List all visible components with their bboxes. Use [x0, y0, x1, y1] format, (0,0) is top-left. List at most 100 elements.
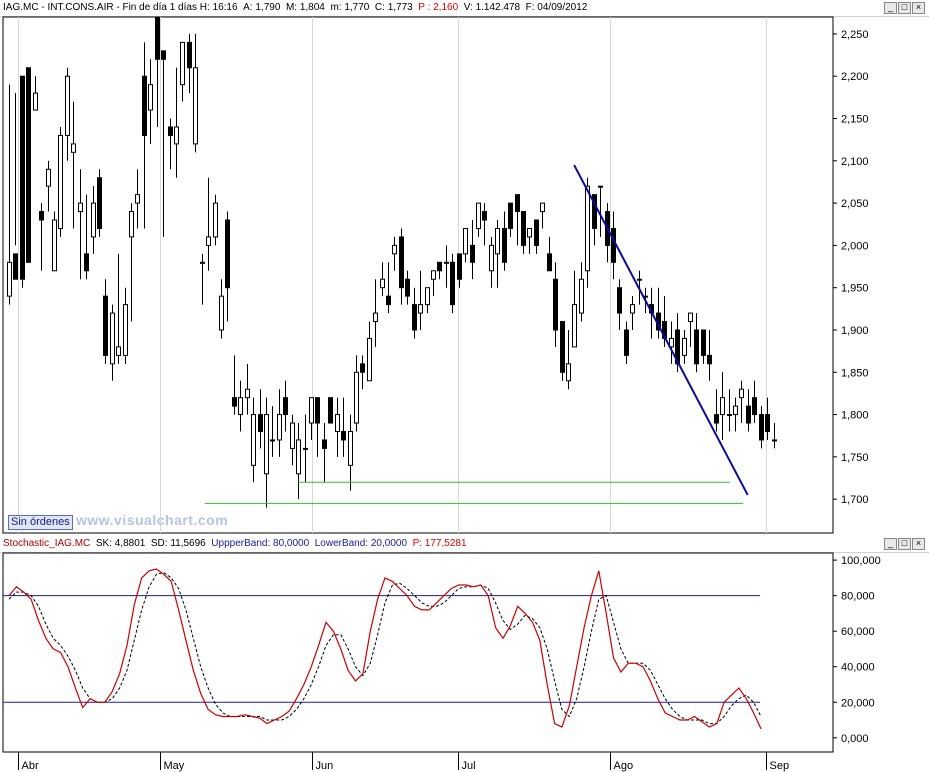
- m-value: M: 1,804: [285, 2, 325, 13]
- price-tick-label: 2,150: [841, 114, 869, 126]
- candle: [251, 397, 256, 483]
- candle: [682, 329, 687, 364]
- candle: [277, 389, 282, 457]
- candle-body-down: [437, 261, 442, 272]
- candle: [91, 186, 96, 254]
- stochastic-plot-area: [2, 552, 834, 753]
- price-tick-label: 1,950: [841, 283, 869, 295]
- candle-body-up: [527, 227, 532, 238]
- price-tick-label: 2,050: [841, 198, 869, 210]
- candle-body-up: [110, 312, 115, 365]
- candle-body-down: [746, 405, 751, 424]
- candle-body-down: [155, 16, 160, 60]
- stochastic-header-text: Stochastic_IAG.MC SK: 4,8801 SD: 11,5696…: [3, 536, 467, 552]
- candle-body-down: [759, 414, 764, 441]
- candle: [489, 236, 494, 288]
- candle-body-up: [682, 337, 687, 356]
- candle-body-up: [200, 261, 205, 264]
- candle-body-down: [97, 177, 102, 229]
- sin-ordenes-button[interactable]: Sin órdenes: [8, 515, 73, 530]
- candle: [26, 67, 31, 263]
- candle: [470, 220, 475, 280]
- candle-body-up: [148, 84, 153, 111]
- maximize-icon[interactable]: □: [898, 538, 911, 550]
- candle: [399, 228, 404, 305]
- candle: [135, 169, 140, 229]
- candle: [707, 329, 712, 381]
- candle-body-down: [39, 211, 44, 221]
- candle-body-down: [315, 397, 320, 424]
- candle-body-up: [193, 67, 198, 145]
- chart-overlays: [204, 164, 749, 504]
- candle-body-up: [354, 371, 359, 424]
- price-tick-label: 2,100: [841, 156, 869, 168]
- candle: [71, 101, 76, 229]
- candle: [752, 380, 757, 424]
- candle-body-up: [52, 219, 57, 272]
- candle: [341, 397, 346, 457]
- candle-body-up: [129, 211, 134, 238]
- candle: [669, 321, 674, 364]
- candle: [431, 270, 436, 297]
- candle-body-up: [720, 397, 725, 416]
- candle-body-down: [617, 287, 622, 314]
- candle: [437, 261, 442, 280]
- candle-body-up: [91, 202, 96, 238]
- candle: [58, 126, 63, 237]
- candle: [206, 177, 211, 271]
- minimize-icon[interactable]: _: [884, 538, 897, 550]
- candle: [225, 211, 230, 322]
- candle-body-up: [495, 227, 500, 255]
- candle: [322, 423, 327, 483]
- candle: [759, 406, 764, 449]
- candle: [373, 279, 378, 347]
- candle-body-up: [540, 202, 545, 213]
- minimize-icon[interactable]: _: [884, 2, 897, 14]
- close-icon[interactable]: ×: [912, 2, 925, 14]
- candles: [7, 16, 777, 508]
- candle-body-up: [598, 185, 603, 188]
- stochastic-tick-label: 100,000: [841, 555, 881, 567]
- candle-body-up: [245, 388, 250, 399]
- candle: [714, 389, 719, 432]
- candle: [746, 389, 751, 432]
- candle-body-down: [611, 227, 616, 263]
- candle-body-down: [701, 329, 706, 356]
- close-icon[interactable]: ×: [912, 538, 925, 550]
- candle: [290, 414, 295, 466]
- candle-body-down: [694, 329, 699, 365]
- v-value: V: 1.142.478: [463, 2, 521, 13]
- price-tick-label: 2,200: [841, 71, 869, 83]
- candle-body-down: [399, 236, 404, 289]
- candle-body-down: [187, 41, 192, 69]
- sk-value: SK: 4,8801: [95, 538, 146, 549]
- candle: [348, 414, 353, 491]
- sd-value: SD: 11,5696: [150, 538, 206, 549]
- candle-body-up: [213, 202, 218, 238]
- price-axis: 2,250 2,200 2,150 2,100 2,050 2,000 1,950 1,900…: [833, 29, 869, 506]
- candle-body-up: [303, 447, 308, 450]
- candle-body-up: [65, 75, 70, 136]
- candle: [527, 227, 532, 254]
- candle: [444, 245, 449, 288]
- date-tick-label: Jun: [316, 760, 334, 772]
- f-value: F: 04/09/2012: [525, 2, 588, 13]
- candle: [515, 194, 520, 246]
- price-tick-label: 1,750: [841, 452, 869, 464]
- trendline: [573, 164, 749, 496]
- stochastic-axis: 100,000 80,000 60,000 40,000 20,000 0,000: [833, 555, 881, 745]
- candle-body-up: [71, 143, 76, 153]
- candle-body-down: [521, 211, 526, 246]
- watermark: www.visualchart.com: [76, 512, 229, 528]
- candle: [617, 279, 622, 330]
- candle-body-up: [572, 304, 577, 348]
- candle: [354, 355, 359, 432]
- candle: [238, 380, 243, 432]
- price-plot-frame: [2, 16, 834, 534]
- candle-body-up: [630, 304, 635, 314]
- maximize-icon[interactable]: □: [898, 2, 911, 14]
- candle-body-down: [534, 219, 539, 246]
- candle-body-up: [373, 312, 378, 323]
- candle-body-down: [560, 321, 565, 373]
